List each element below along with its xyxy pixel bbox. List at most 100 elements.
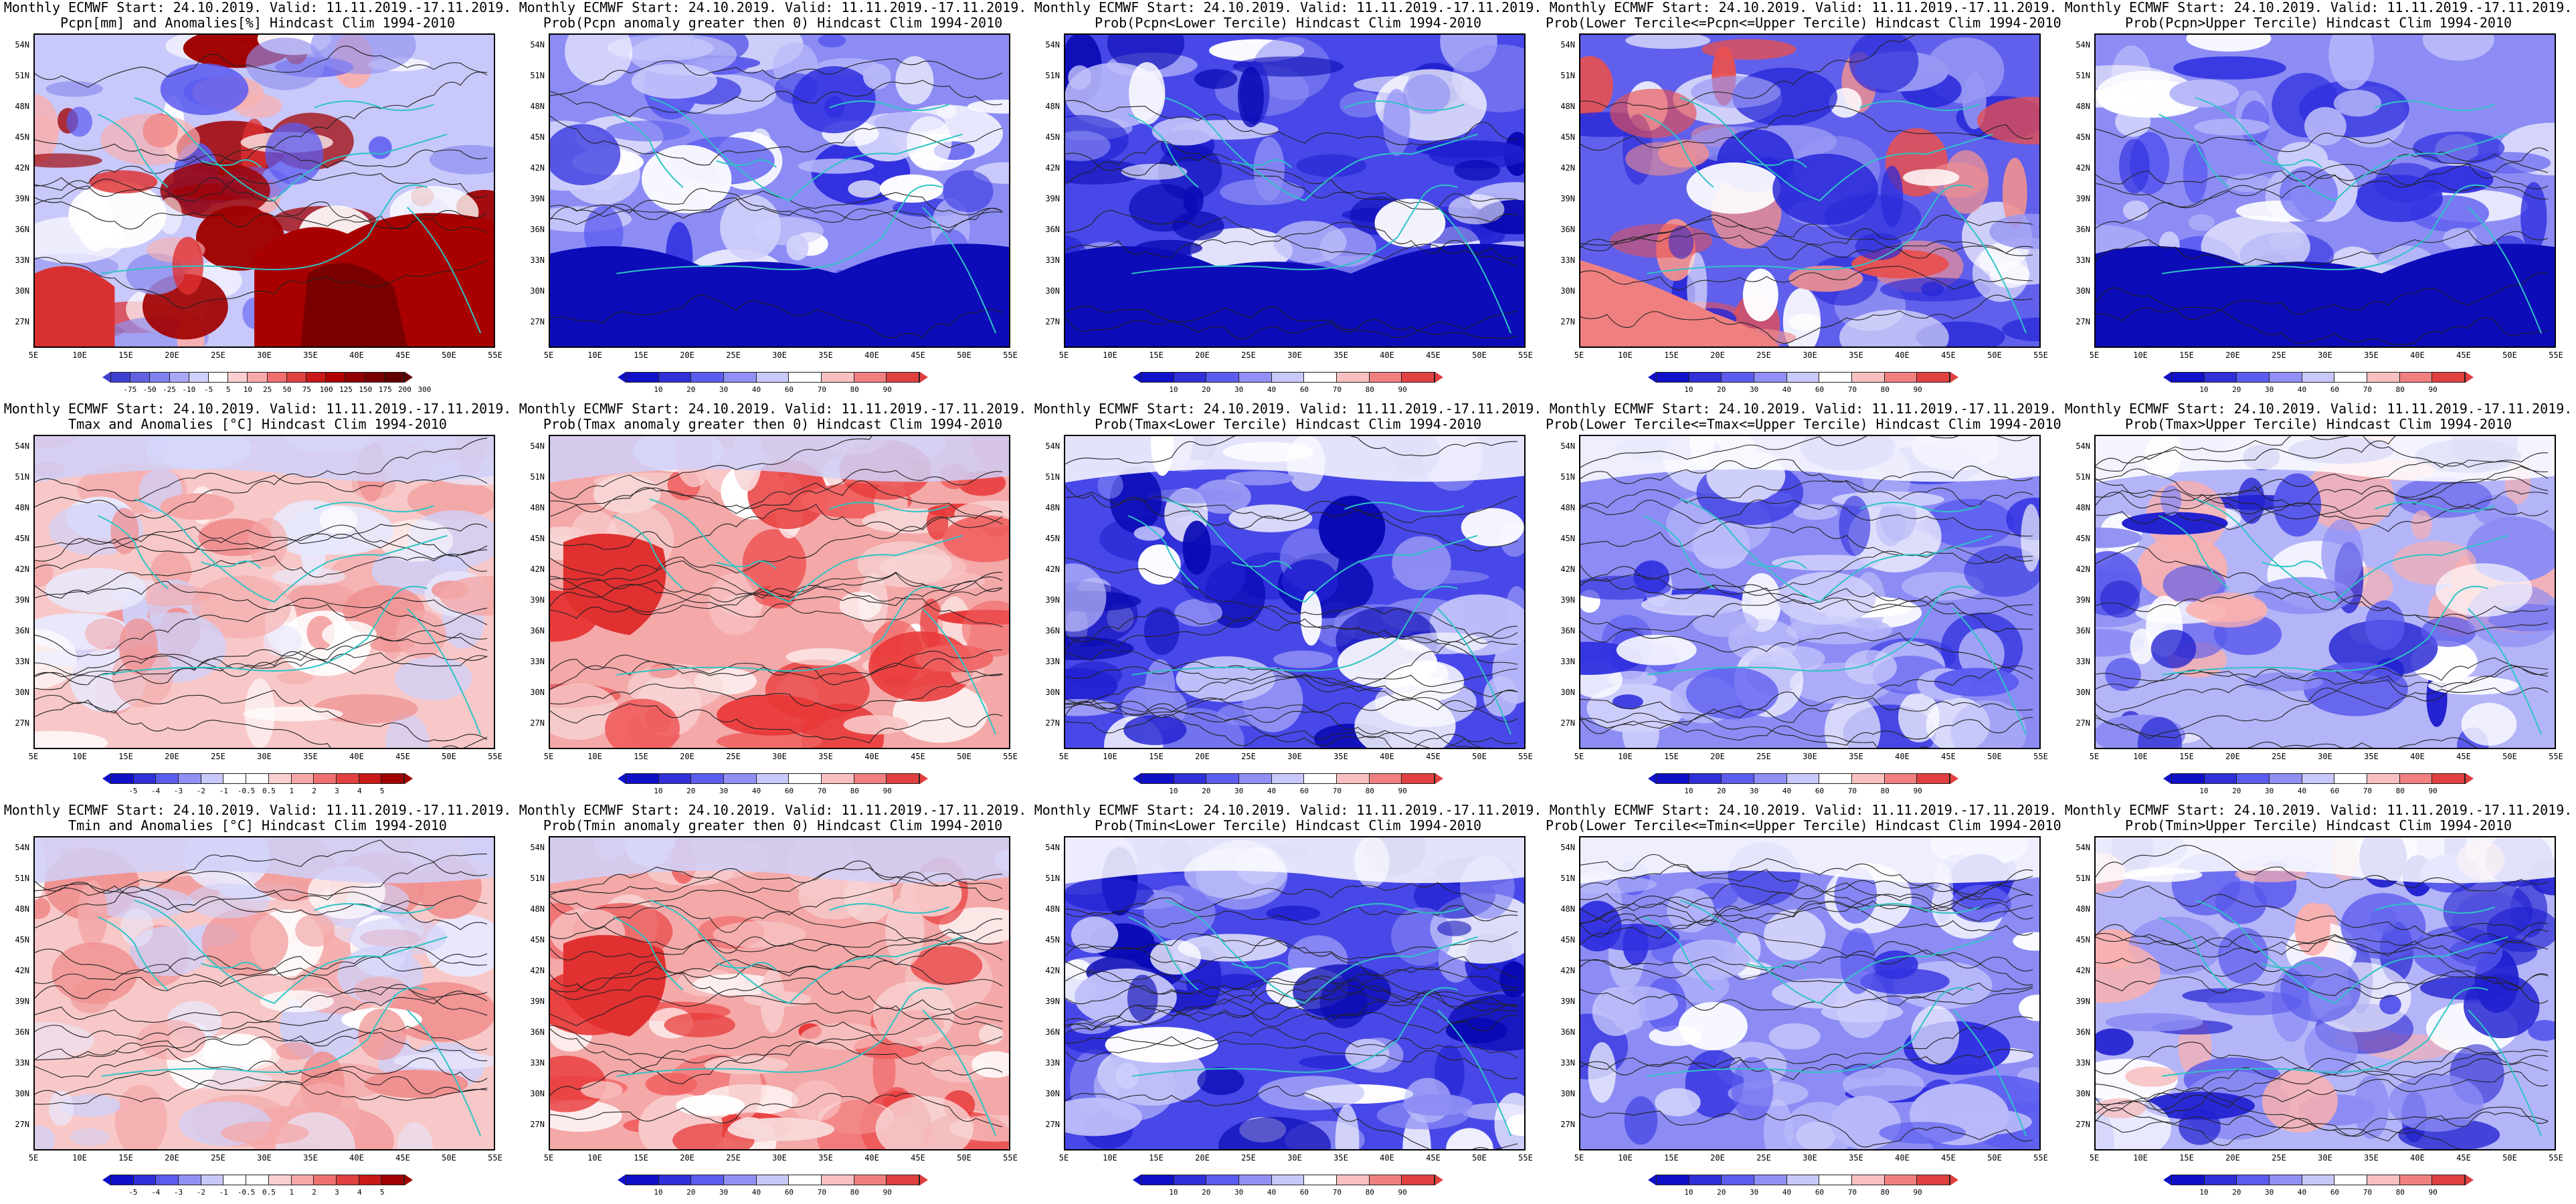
colorbar-cell	[724, 774, 757, 783]
shaded-area	[1212, 973, 1265, 991]
colorbar-tick-label: -0.5	[237, 1188, 256, 1197]
panel-title-line2: Prob(Tmin>Upper Tercile) Hindcast Clim 1…	[2125, 817, 2512, 833]
lat-label: 42N	[1045, 565, 1060, 574]
contour-line	[35, 630, 488, 690]
colorbar-cell	[306, 373, 327, 382]
shaded-area	[978, 1024, 1004, 1045]
shaded-area	[798, 159, 875, 174]
contour-line	[1580, 876, 2033, 926]
map-canvas	[1580, 837, 2039, 1149]
contour-line	[1580, 436, 2033, 468]
shaded-area	[2173, 56, 2286, 80]
lon-label: 55E	[488, 752, 502, 761]
shaded-area	[35, 1021, 94, 1060]
lon-label: 10E	[587, 752, 602, 761]
shaded-area	[35, 896, 51, 920]
coastline	[1231, 561, 1292, 569]
colorbar-tick-label: -0.5	[237, 787, 256, 795]
shaded-area	[824, 96, 845, 118]
shaded-area	[2303, 662, 2408, 716]
shaded-area	[1158, 143, 1222, 200]
panel-title-line2: Tmax and Anomalies [°C] Hindcast Clim 19…	[68, 416, 447, 432]
map-panel-p14: Monthly ECMWF Start: 24.10.2019. Valid: …	[1546, 0, 2061, 401]
shaded-area	[1340, 91, 1384, 118]
lat-label: 33N	[2076, 657, 2090, 666]
lat-label: 51N	[15, 71, 29, 80]
lon-label: 10E	[1103, 1153, 1117, 1163]
colorbar-cell	[345, 373, 365, 382]
map-canvas	[35, 436, 494, 748]
colorbar-tick-label: 30	[1234, 1188, 1244, 1197]
lon-label: 45E	[395, 1153, 410, 1163]
contour-line	[1065, 668, 1518, 712]
shaded-area	[1300, 591, 1322, 646]
colorbar-tick-label: 60	[784, 787, 794, 795]
map-panel-p24: Monthly ECMWF Start: 24.10.2019. Valid: …	[1546, 401, 2061, 803]
colorbar-cell	[1174, 774, 1207, 783]
coastline	[1437, 207, 1512, 334]
shaded-area	[407, 480, 494, 520]
colorbar-max-arrow	[920, 773, 928, 784]
shaded-area	[1580, 900, 1622, 952]
shaded-area	[895, 56, 934, 105]
shaded-area	[2244, 672, 2324, 692]
colorbar-tick-label: 10	[1684, 1188, 1693, 1197]
colorbar-body	[626, 773, 920, 784]
contour-line	[2096, 306, 2549, 345]
shaded-area	[717, 694, 828, 736]
lon-label: 25E	[2272, 1153, 2286, 1163]
colorbar-max-arrow	[1435, 372, 1443, 383]
colorbar-min-arrow	[1648, 1175, 1656, 1185]
colorbar-tick-label: 10	[1169, 787, 1178, 795]
colorbar-body	[1141, 372, 1435, 383]
lat-label: 30N	[1560, 688, 1575, 697]
shaded-area	[1152, 117, 1218, 146]
lon-label: 45E	[911, 752, 925, 761]
shaded-area	[1097, 471, 1123, 499]
colorbar-tick-label: 80	[850, 787, 859, 795]
coastline	[1397, 184, 1458, 237]
colorbar-tick-label: 40	[1267, 1188, 1277, 1197]
colorbar-body	[2171, 1175, 2466, 1185]
lon-label: 5E	[1059, 350, 1069, 360]
shaded-area	[1685, 667, 1778, 720]
coastline	[789, 133, 963, 201]
colorbar-cell	[724, 1175, 757, 1185]
shaded-area	[1143, 607, 1180, 656]
lon-label: 10E	[1618, 1153, 1633, 1163]
shaded-area	[1494, 1092, 1524, 1149]
lat-label: 39N	[2076, 194, 2090, 203]
lon-label: 40E	[864, 752, 879, 761]
shaded-area	[2427, 676, 2519, 695]
coastline	[716, 561, 777, 569]
colorbar-cell	[2302, 774, 2335, 783]
lon-label: 15E	[118, 350, 133, 360]
lat-label: 36N	[2076, 1027, 2090, 1037]
colorbar-tick-label: 80	[850, 1188, 859, 1197]
colorbar	[102, 1175, 413, 1185]
contour-line	[2096, 164, 2549, 200]
shaded-area	[263, 625, 302, 658]
contour-line	[550, 480, 1003, 525]
shaded-area	[1772, 153, 1879, 225]
shaded-area	[349, 918, 447, 957]
colorbar-tick-label: 20	[1717, 1188, 1726, 1197]
map-canvas	[1065, 35, 1524, 346]
colorbar-cell	[246, 774, 269, 783]
coastline	[2334, 534, 2508, 603]
coastline	[1859, 903, 1980, 914]
colorbar-max-arrow	[1950, 1175, 1958, 1185]
shaded-area	[1437, 920, 1472, 936]
colorbar-tick-label: -1	[219, 1188, 228, 1197]
lat-label: 36N	[15, 626, 29, 635]
shaded-area	[84, 618, 126, 649]
lon-label: 50E	[1987, 1153, 2002, 1163]
high-prob-area	[1580, 260, 1780, 346]
shaded-area	[2273, 473, 2322, 537]
lat-label: 36N	[1560, 626, 1575, 635]
shaded-area	[35, 730, 108, 748]
contour-line	[550, 436, 872, 500]
northern-band	[550, 837, 1009, 884]
lon-label: 5E	[543, 752, 554, 761]
coastline	[2195, 498, 2336, 603]
